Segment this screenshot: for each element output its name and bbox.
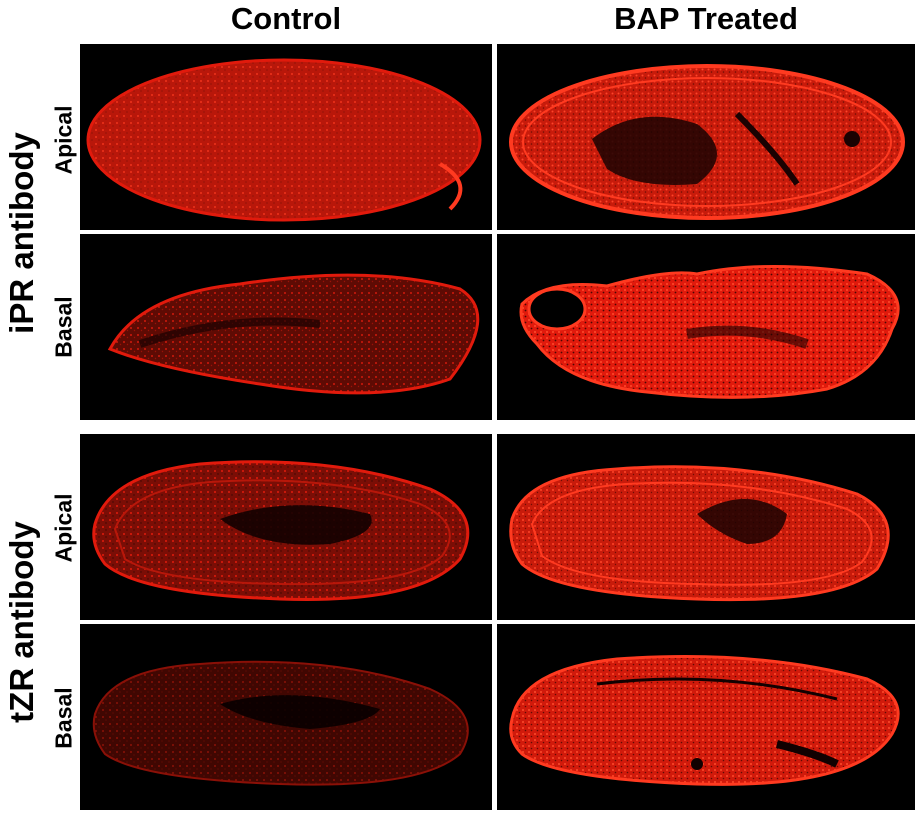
row-label-tzr-basal: Basal — [50, 687, 77, 749]
embryo-image — [519, 265, 900, 399]
embryo-image — [92, 460, 470, 601]
embryo-image — [107, 273, 480, 395]
panel-ipr-apical-bap — [497, 44, 915, 230]
group-label-tzr-antibody: tZR antibody — [3, 521, 40, 723]
row-label-tzr-apical: Apical — [50, 493, 77, 563]
panel-ipr-basal-control — [80, 234, 492, 420]
embryo-image — [509, 465, 890, 602]
panel-ipr-basal-bap — [497, 234, 915, 420]
column-header-bap-treated: BAP Treated — [614, 1, 798, 36]
embryo-image — [509, 655, 900, 786]
panel-tzr-basal-bap — [497, 624, 915, 810]
embryo-image — [86, 58, 482, 222]
embryo-image — [509, 64, 905, 220]
panel-tzr-apical-control — [80, 434, 492, 620]
embryo-image — [92, 660, 469, 786]
column-header-control: Control — [230, 1, 342, 36]
group-label-ipr-antibody: iPR antibody — [3, 132, 40, 334]
row-label-ipr-apical: Apical — [50, 105, 77, 175]
row-label-ipr-basal: Basal — [50, 296, 77, 358]
panel-tzr-apical-bap — [497, 434, 915, 620]
panel-tzr-basal-control — [80, 624, 492, 810]
panel-ipr-apical-control — [80, 44, 492, 230]
